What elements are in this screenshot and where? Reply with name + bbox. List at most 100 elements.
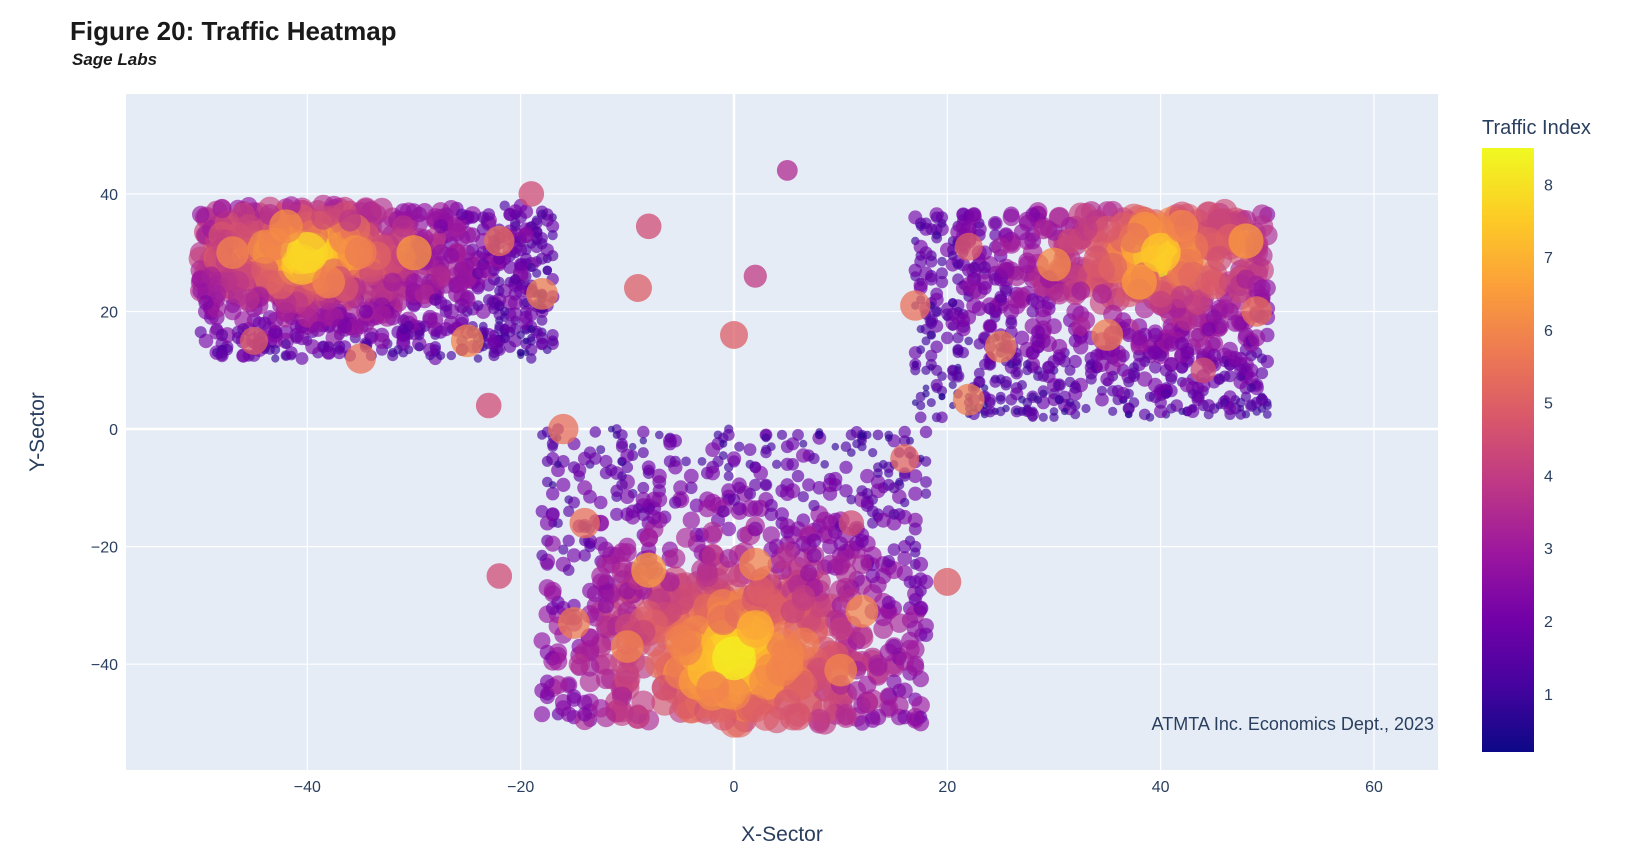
data-point [698, 499, 717, 518]
data-point [1000, 284, 1012, 297]
data-point [1035, 309, 1052, 326]
data-point [568, 653, 590, 675]
data-point [503, 260, 517, 274]
data-point [1248, 329, 1266, 347]
data-point [1163, 357, 1179, 372]
data-point [1031, 325, 1045, 340]
data-point [878, 459, 888, 469]
data-point [1219, 355, 1231, 368]
data-point [392, 215, 415, 238]
data-point [926, 398, 936, 408]
data-point [584, 540, 596, 553]
data-point [1064, 364, 1076, 376]
data-point [475, 262, 491, 278]
data-point [526, 353, 537, 364]
data-point [1262, 410, 1272, 419]
data-point [702, 521, 723, 543]
data-point [716, 561, 741, 586]
data-point [533, 706, 551, 723]
data-point [913, 572, 928, 586]
data-point [258, 316, 272, 330]
data-point [453, 261, 471, 279]
data-point-highlight [1140, 232, 1181, 273]
data-point [835, 577, 857, 598]
data-point [696, 565, 719, 587]
data-point [948, 380, 957, 390]
data-point [1256, 393, 1268, 406]
data-point [1026, 408, 1039, 421]
data-point-highlight [475, 392, 502, 419]
data-point [1179, 377, 1195, 393]
data-point [510, 273, 521, 285]
data-point [852, 554, 872, 575]
data-point [338, 209, 362, 232]
data-point [918, 627, 934, 642]
data-point [1128, 397, 1140, 408]
data-point [815, 428, 824, 436]
x-tick-label: −20 [507, 779, 534, 796]
data-point [1000, 379, 1012, 391]
x-axis-label: X-Sector [741, 823, 823, 846]
data-point [780, 440, 794, 454]
data-point [797, 491, 809, 503]
data-point [935, 275, 949, 289]
data-point-highlight [1165, 209, 1199, 243]
data-point [539, 515, 555, 531]
data-point [835, 706, 857, 728]
data-point [908, 486, 923, 501]
data-point [1128, 367, 1140, 380]
data-point [611, 562, 633, 584]
data-point [922, 384, 930, 392]
data-point [1165, 369, 1178, 383]
data-point [682, 511, 700, 529]
x-tick-label: 60 [1365, 779, 1383, 796]
data-point [721, 521, 736, 537]
data-point [615, 661, 640, 685]
data-point [812, 481, 827, 495]
data-point [562, 534, 575, 547]
colorbar-tick-label: 4 [1544, 468, 1553, 485]
data-point [1098, 252, 1128, 282]
data-point [1226, 314, 1244, 332]
data-point-highlight [396, 235, 432, 271]
data-point [1003, 206, 1020, 223]
data-point [860, 468, 875, 484]
data-point-highlight [738, 547, 772, 581]
data-point [868, 448, 878, 458]
data-point [909, 540, 922, 553]
data-point [429, 293, 442, 306]
data-point [337, 318, 353, 334]
data-point [1256, 353, 1268, 364]
data-point [665, 548, 686, 569]
data-point [1033, 219, 1054, 240]
data-point [554, 460, 562, 468]
data-point [1018, 214, 1036, 232]
data-point [983, 302, 997, 315]
data-point [734, 441, 745, 452]
data-point [526, 262, 536, 272]
data-point [568, 496, 580, 509]
data-point [597, 541, 615, 558]
colorbar-tick-labels: 1 2 3 4 5 6 7 8 [1544, 177, 1553, 703]
data-point [888, 508, 900, 520]
data-point [749, 478, 762, 492]
data-point-highlight [269, 209, 303, 244]
data-point [637, 447, 649, 459]
data-point [1061, 407, 1069, 416]
data-point [719, 439, 728, 448]
data-point [556, 477, 571, 492]
data-point [1068, 354, 1082, 369]
data-point [546, 487, 560, 501]
data-point [579, 671, 601, 693]
data-point [1170, 285, 1194, 309]
data-point [935, 211, 949, 224]
data-point-highlight [486, 563, 513, 589]
data-point-highlight [548, 413, 579, 445]
data-point [1144, 391, 1156, 402]
data-point [776, 429, 788, 440]
data-point [875, 512, 891, 528]
data-point [1178, 261, 1208, 291]
data-point [1175, 336, 1189, 351]
data-point [1131, 330, 1148, 346]
data-point [932, 230, 942, 240]
